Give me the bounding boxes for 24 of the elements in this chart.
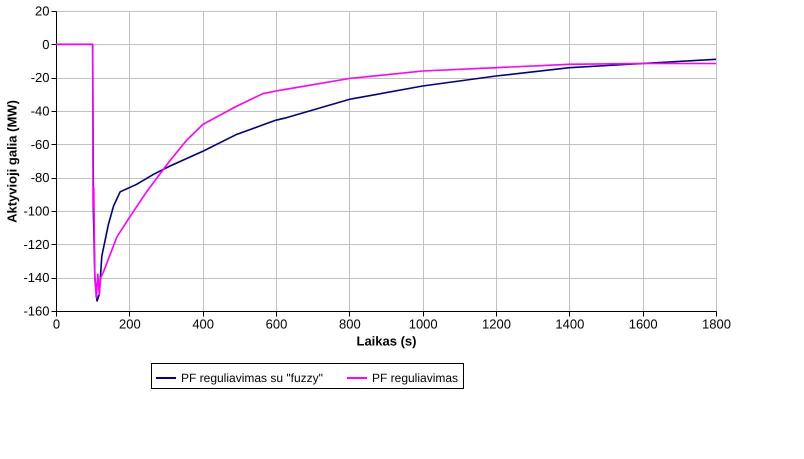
y-tick-label: -40 xyxy=(30,104,50,118)
legend-label: PF reguliavimas su "fuzzy" xyxy=(181,371,323,385)
y-tick-label: -60 xyxy=(30,136,50,152)
x-tick-label: 1600 xyxy=(628,316,658,332)
x-tick-label: 400 xyxy=(192,316,214,332)
x-tick-label: 1200 xyxy=(482,316,511,332)
y-tick-label: -100 xyxy=(23,204,50,218)
y-tick-label: 20 xyxy=(35,4,50,18)
y-axis-title: Aktyvioji galia (MW) xyxy=(4,100,20,223)
x-tick-label: 1800 xyxy=(702,316,731,332)
x-tick-label: 600 xyxy=(266,316,288,332)
legend-label: PF reguliavimas xyxy=(372,371,458,385)
y-tick-label: -80 xyxy=(30,170,50,186)
x-tick-label: 200 xyxy=(118,316,141,332)
x-tick-label: 0 xyxy=(52,316,60,332)
x-tick-label: 1400 xyxy=(555,316,584,332)
y-tick-label: -20 xyxy=(30,70,50,86)
y-tick-label: -140 xyxy=(23,270,50,286)
y-tick-label: -160 xyxy=(23,304,50,318)
x-tick-label: 800 xyxy=(338,316,361,332)
y-tick-label: 0 xyxy=(42,36,50,52)
y-tick-label: -120 xyxy=(23,236,50,252)
x-axis-title: Laikas (s) xyxy=(356,334,416,348)
x-tick-label: 1000 xyxy=(408,316,438,332)
